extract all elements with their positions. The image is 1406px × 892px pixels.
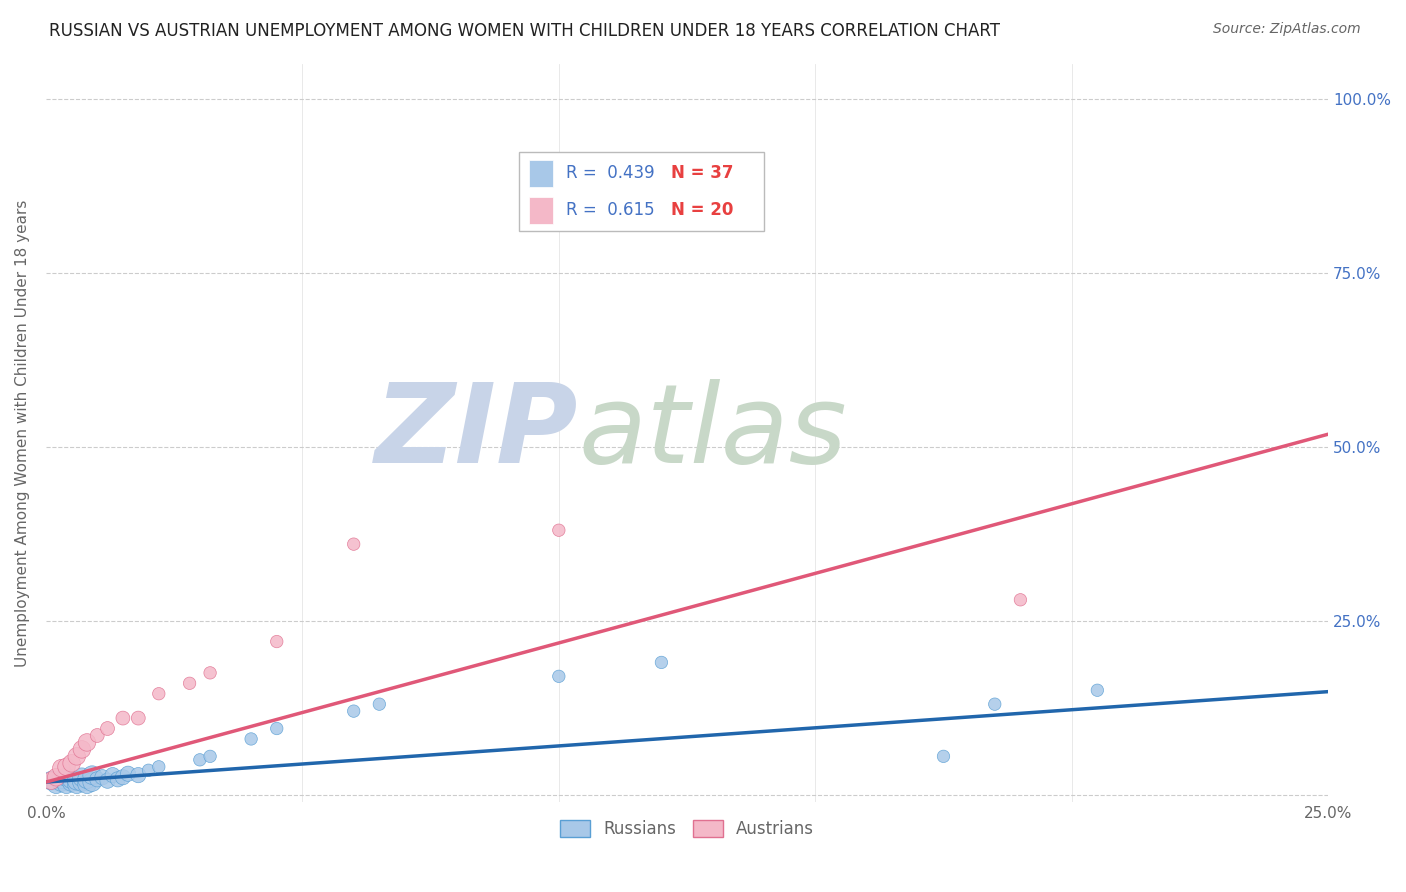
Point [66,773,89,788]
Point [117,766,139,780]
Point [198,749,221,764]
Point [198,665,221,680]
Text: R =  0.439: R = 0.439 [565,163,654,182]
Text: atlas: atlas [578,379,846,486]
Point [39,773,62,788]
Point [76,772,98,787]
Point [45,777,67,791]
Point [96,773,118,788]
Point [82,768,104,782]
Point [368,697,391,711]
Point [111,770,134,784]
Legend: Russians, Austrians: Russians, Austrians [554,814,821,845]
Text: R =  0.615: R = 0.615 [565,201,654,219]
Point [55,760,77,774]
Point [547,669,569,683]
Point [51,761,73,775]
Point [96,722,118,736]
Point [55,770,77,784]
Point [240,731,263,746]
Y-axis label: Unemployment Among Women with Children Under 18 years: Unemployment Among Women with Children U… [15,199,30,666]
Point [66,749,89,764]
Point [51,775,73,789]
Point [60,756,83,771]
Point [650,656,672,670]
Text: ZIP: ZIP [374,379,578,486]
Point [111,711,134,725]
Point [179,676,201,690]
Point [127,768,149,782]
Point [107,772,129,787]
Point [547,523,569,537]
Point [148,687,170,701]
Point [266,722,288,736]
Point [55,777,77,791]
Point [66,777,89,791]
FancyBboxPatch shape [519,152,765,231]
Point [76,777,98,791]
Point [188,753,211,767]
Point [70,770,93,784]
Bar [529,197,554,225]
Text: RUSSIAN VS AUSTRIAN UNEMPLOYMENT AMONG WOMEN WITH CHILDREN UNDER 18 YEARS CORREL: RUSSIAN VS AUSTRIAN UNEMPLOYMENT AMONG W… [49,22,1000,40]
Point [76,735,98,749]
Point [51,772,73,787]
Text: Source: ZipAtlas.com: Source: ZipAtlas.com [1213,22,1361,37]
Point [39,773,62,788]
Point [70,742,93,756]
Text: N = 20: N = 20 [671,201,734,219]
Point [343,537,366,551]
Point [676,217,699,231]
Point [60,772,83,787]
Point [984,697,1007,711]
Point [91,770,114,784]
Point [1010,592,1032,607]
Point [82,775,104,789]
Point [86,729,108,743]
Point [932,749,955,764]
Point [127,711,149,725]
Point [60,775,83,789]
Point [138,764,160,778]
Point [45,770,67,784]
Text: N = 37: N = 37 [671,163,734,182]
Point [101,768,124,782]
Point [266,634,288,648]
Bar [529,160,554,187]
Point [70,775,93,789]
Point [343,704,366,718]
Point [1085,683,1108,698]
Point [86,772,108,787]
Point [148,760,170,774]
